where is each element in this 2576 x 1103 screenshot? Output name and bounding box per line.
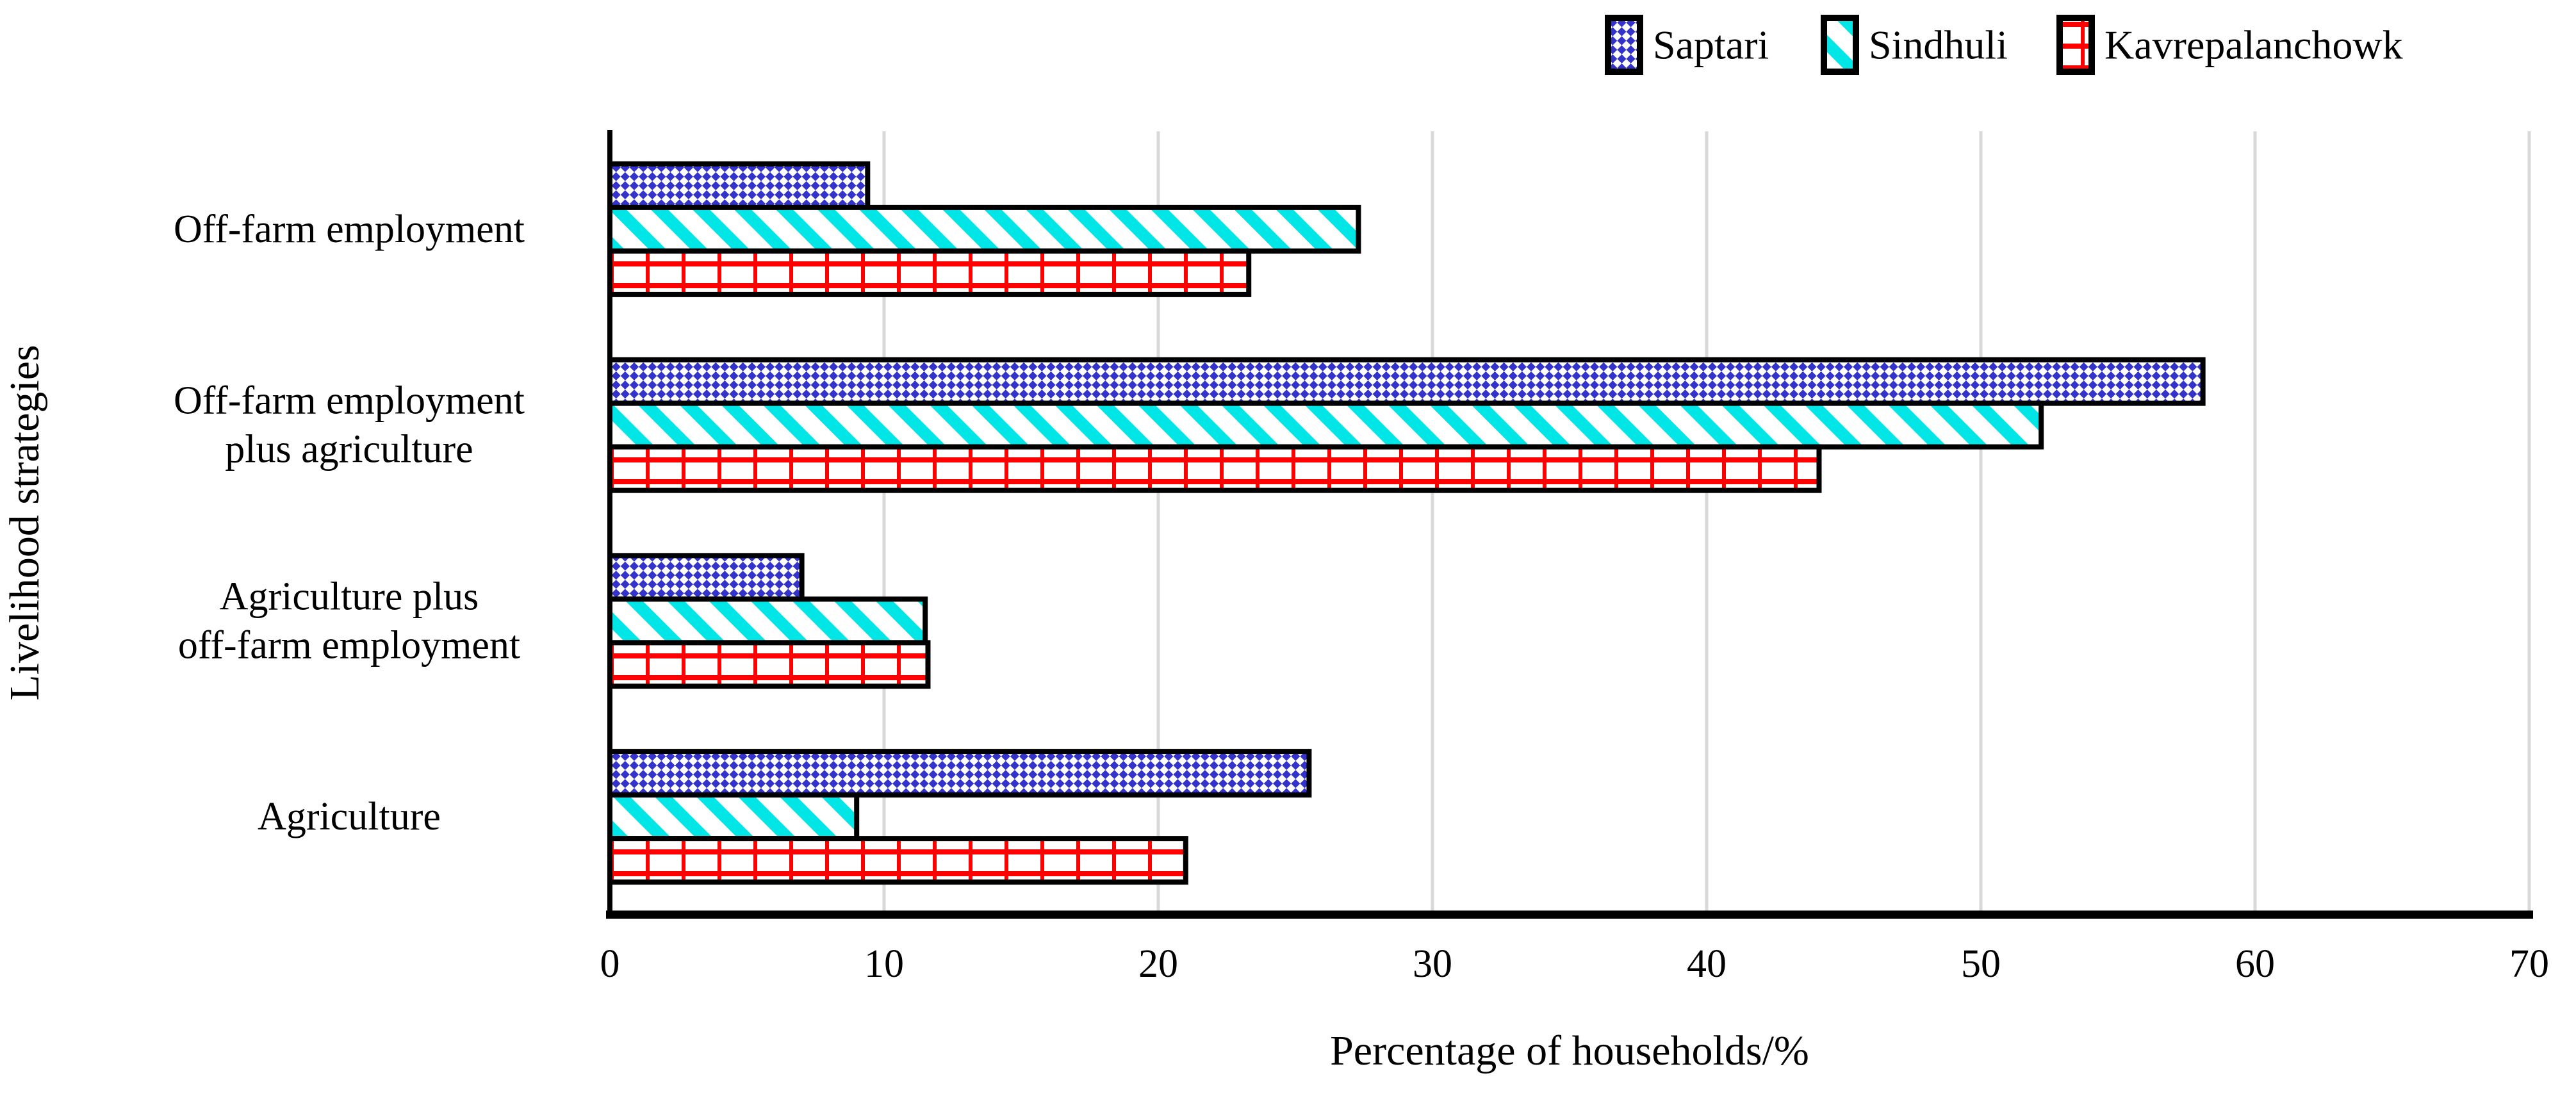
bars [607, 161, 2206, 885]
x-tick-label: 50 [1961, 942, 2001, 986]
category-labels: Off-farm employment Off-farm employment pl… [174, 208, 525, 838]
y-axis-title: Livelihood strategies [1, 345, 48, 700]
bar-sindhuli-0 [607, 204, 1361, 254]
legend-label: Saptari [1653, 22, 1769, 68]
bar-sindhuli-1 [607, 400, 2044, 450]
bar-sindhuli-3 [607, 792, 860, 842]
x-tick-label: 60 [2235, 942, 2275, 986]
x-tick-label: 70 [2509, 942, 2549, 986]
x-tick-label: 30 [1413, 942, 1452, 986]
x-tick-label: 40 [1687, 942, 1727, 986]
bar-sindhuli-2 [607, 596, 928, 646]
legend-swatch [1605, 15, 1643, 75]
legend-swatch [2056, 15, 2095, 75]
category-label: Agriculture plus [220, 575, 479, 618]
bar-saptari-2 [607, 553, 805, 602]
category-label: plus agriculture [225, 428, 473, 471]
x-tick-labels: 0 10 20 30 40 50 60 70 [600, 942, 2550, 986]
legend-item-sindhuli: Sindhuli [1821, 15, 2008, 75]
legend-label: Sindhuli [1869, 22, 2008, 68]
category-label: off-farm employment [178, 623, 520, 667]
bar-saptari-1 [607, 357, 2206, 406]
bar-saptari-3 [607, 749, 1312, 798]
bar-kavrepalanchowk-0 [607, 248, 1252, 297]
bar-kavrepalanchowk-1 [607, 444, 1822, 493]
x-tick-label: 10 [864, 942, 904, 986]
category-label: Off-farm employment [174, 208, 525, 251]
category-label: Off-farm employment [174, 379, 525, 423]
legend-swatch [1821, 15, 1859, 75]
x-tick-label: 20 [1138, 942, 1178, 986]
legend: Saptari Sindhuli Kavrepalanchowk [1605, 15, 2403, 75]
bar-kavrepalanchowk-3 [607, 836, 1188, 885]
category-label: Agriculture [258, 795, 441, 838]
legend-item-kavrepalanchowk: Kavrepalanchowk [2056, 15, 2403, 75]
x-tick-label: 0 [600, 942, 620, 986]
bar-saptari-0 [607, 161, 871, 210]
bar-kavrepalanchowk-2 [607, 640, 931, 689]
x-axis-title: Percentage of households/% [1330, 1027, 1809, 1074]
legend-item-saptari: Saptari [1605, 15, 1769, 75]
legend-label: Kavrepalanchowk [2104, 22, 2403, 68]
